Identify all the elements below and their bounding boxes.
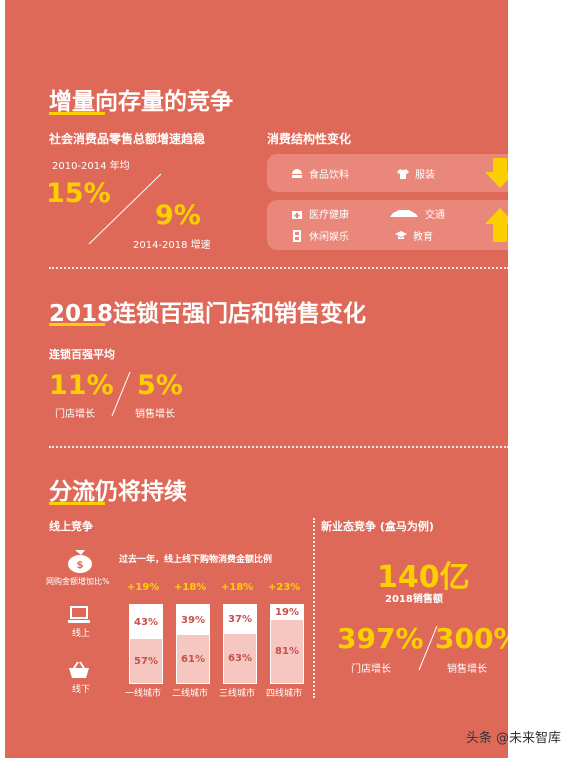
city-tier-label: 二线城市 (172, 689, 209, 699)
stacked-bar: 43% 57% (129, 604, 163, 684)
period-a-label: 2010-2014 年均 (52, 161, 130, 172)
sales-growth-value: 5% (137, 370, 183, 401)
store-growth-value: 11% (49, 370, 114, 401)
period-b-label: 2014-2018 增速 (133, 240, 211, 251)
online-share-bar: 39% (177, 605, 209, 635)
hema-sales-growth-label: 销售增长 (447, 664, 487, 675)
sales-growth-label: 销售增长 (135, 409, 175, 420)
hema-store-growth-label: 门店增长 (351, 664, 391, 675)
city-tier-label: 三线城市 (219, 689, 256, 699)
hema-sales-growth-value: 300% (435, 622, 508, 655)
section1-title: 增量向存量的竞争 (49, 89, 233, 115)
watermark: 头条 @未来智库 (465, 731, 561, 746)
graduation-cap-icon (395, 230, 407, 239)
arrow-down-icon (485, 158, 508, 188)
money-bag-icon: $ (68, 550, 92, 573)
online-share-bar: 43% (130, 605, 162, 639)
item-leisure-label: 休闲娱乐 (309, 232, 349, 243)
item-transport-label: 交通 (425, 210, 445, 221)
item-clothing-label: 服装 (415, 170, 435, 181)
item-education: 教育 (395, 228, 433, 243)
item-food: 食品饮料 (291, 166, 349, 181)
growth-label: +18% (221, 582, 254, 593)
section3-title-underline (49, 502, 105, 505)
offline-share-bar: 61% (177, 635, 209, 683)
hema-store-growth-value: 397% (337, 622, 424, 655)
growth-label: +18% (174, 582, 207, 593)
stacked-bar: 19% 81% (270, 604, 304, 684)
slash-divider-2 (111, 371, 131, 417)
arrow-up-icon (485, 208, 508, 242)
growth-label: +19% (127, 582, 160, 593)
film-icon (293, 229, 301, 242)
infographic-panel: 增量向存量的竞争 社会消费品零售总额增速趋稳 2010-2014 年均 15% … (5, 0, 508, 758)
food-icon (292, 168, 302, 178)
item-transport: 交通 (389, 206, 445, 221)
consumption-down-pill: 食品饮料 服装 (267, 154, 508, 192)
divider-2 (49, 446, 508, 448)
section1-left-subtitle: 社会消费品零售总额增速趋稳 (49, 132, 206, 146)
offline-share-bar: 63% (224, 634, 256, 683)
online-share-bar: 19% (271, 605, 303, 620)
stacked-bar: 39% 61% (176, 604, 210, 684)
stacked-bar: 37% 63% (223, 604, 257, 684)
section2-title: 2018连锁百强门店和销售变化 (49, 301, 367, 327)
item-medical-label: 医疗健康 (309, 210, 349, 221)
slash-divider (88, 173, 162, 245)
online-offline-chart: +19% 43% 57% 一线城市 +18% 39% 61% 二线城市 +18% 37% 63% 三线… (115, 580, 305, 700)
section2-subtitle: 连锁百强平均 (49, 348, 115, 361)
store-growth-label: 门店增长 (55, 409, 95, 420)
slash-divider-3 (418, 625, 438, 671)
item-leisure: 休闲娱乐 (291, 228, 349, 243)
vertical-divider (313, 518, 315, 698)
item-clothing: 服装 (397, 166, 435, 181)
new-format-subtitle: 新业态竞争 (盒马为例) (321, 520, 434, 533)
section1-right-subtitle: 消费结构性变化 (267, 132, 352, 146)
item-medical: 医疗健康 (291, 206, 349, 221)
shopping-basket-icon (69, 661, 89, 678)
growth-label: +23% (268, 582, 301, 593)
online-label: 线上 (72, 629, 91, 639)
hema-sales-label: 2018销售额 (385, 594, 443, 605)
offline-share-bar: 57% (130, 639, 162, 683)
section2-title-underline (49, 323, 105, 326)
city-tier-label: 四线城市 (266, 689, 303, 699)
item-food-label: 食品饮料 (309, 170, 349, 181)
svg-text:$: $ (77, 560, 84, 571)
medical-kit-icon (292, 210, 302, 219)
shirt-icon (397, 168, 409, 179)
consumption-up-pill: 医疗健康 交通 休闲娱乐 教育 (267, 200, 508, 250)
online-competition-subtitle: 线上竞争 (49, 520, 93, 533)
car-icon (390, 209, 418, 217)
value-a: 15% (46, 178, 111, 209)
hema-sales-value: 140亿 (377, 560, 470, 595)
chart-caption: 过去一年，线上线下购物消费金额比例 (119, 555, 273, 565)
divider-1 (49, 267, 508, 269)
offline-share-bar: 81% (271, 620, 303, 683)
laptop-cart-icon (68, 606, 90, 623)
value-b: 9% (155, 200, 201, 231)
offline-label: 线下 (72, 685, 91, 695)
section1-title-underline (49, 112, 105, 115)
city-tier-label: 一线城市 (125, 689, 162, 699)
online-share-bar: 37% (224, 605, 256, 634)
item-education-label: 教育 (413, 232, 433, 243)
online-growth-label: 网购金额增加比% (46, 577, 110, 586)
section3-title: 分流仍将持续 (49, 479, 187, 505)
